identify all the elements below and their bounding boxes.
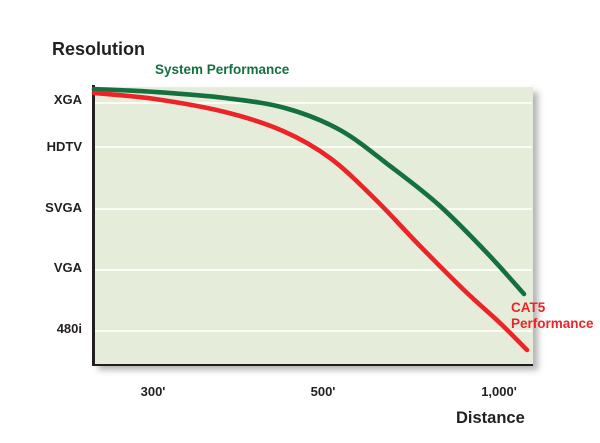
distance-axis-title: Distance: [456, 409, 525, 427]
cat5-performance-curve-label: CAT5 Performance: [511, 300, 594, 332]
y-tick-hdtv: HDTV: [46, 139, 82, 154]
x-tick-1000: 1,000': [481, 384, 517, 399]
system-performance-curve-label: System Performance: [155, 62, 290, 77]
x-tick-500: 500': [310, 384, 336, 399]
plot-area: [93, 87, 533, 365]
gridline: [94, 330, 532, 332]
gridline: [94, 269, 532, 271]
gridline: [94, 146, 532, 148]
y-tick-vga: VGA: [53, 260, 82, 275]
y-axis-line: [92, 85, 95, 366]
cat5-label-line1: CAT5: [511, 300, 546, 315]
x-axis-line: [92, 363, 533, 366]
chart-title: Resolution: [52, 39, 145, 59]
x-tick-300: 300': [140, 384, 166, 399]
gridline: [94, 102, 532, 104]
y-tick-480i: 480i: [56, 321, 82, 336]
gridline: [94, 208, 532, 210]
y-tick-xga: XGA: [53, 92, 82, 107]
y-tick-svga: SVGA: [45, 200, 82, 215]
cat5-label-line2: Performance: [511, 316, 594, 331]
